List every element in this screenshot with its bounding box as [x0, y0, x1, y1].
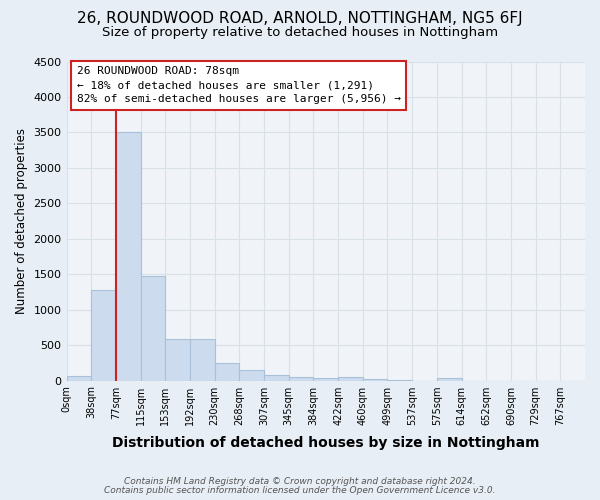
Bar — [91, 290, 116, 380]
Bar — [190, 340, 215, 380]
Bar — [67, 376, 91, 380]
Bar — [264, 374, 289, 380]
Bar — [239, 370, 264, 380]
Text: Size of property relative to detached houses in Nottingham: Size of property relative to detached ho… — [102, 26, 498, 39]
X-axis label: Distribution of detached houses by size in Nottingham: Distribution of detached houses by size … — [112, 436, 539, 450]
Bar — [289, 377, 313, 380]
Bar — [140, 276, 165, 380]
Y-axis label: Number of detached properties: Number of detached properties — [15, 128, 28, 314]
Text: Contains public sector information licensed under the Open Government Licence v3: Contains public sector information licen… — [104, 486, 496, 495]
Bar — [313, 378, 338, 380]
Bar — [215, 363, 239, 380]
Bar — [116, 132, 140, 380]
Text: 26 ROUNDWOOD ROAD: 78sqm
← 18% of detached houses are smaller (1,291)
82% of sem: 26 ROUNDWOOD ROAD: 78sqm ← 18% of detach… — [77, 66, 401, 104]
Bar — [165, 340, 190, 380]
Text: Contains HM Land Registry data © Crown copyright and database right 2024.: Contains HM Land Registry data © Crown c… — [124, 477, 476, 486]
Bar — [363, 379, 388, 380]
Bar — [437, 378, 461, 380]
Text: 26, ROUNDWOOD ROAD, ARNOLD, NOTTINGHAM, NG5 6FJ: 26, ROUNDWOOD ROAD, ARNOLD, NOTTINGHAM, … — [77, 12, 523, 26]
Bar — [338, 377, 363, 380]
